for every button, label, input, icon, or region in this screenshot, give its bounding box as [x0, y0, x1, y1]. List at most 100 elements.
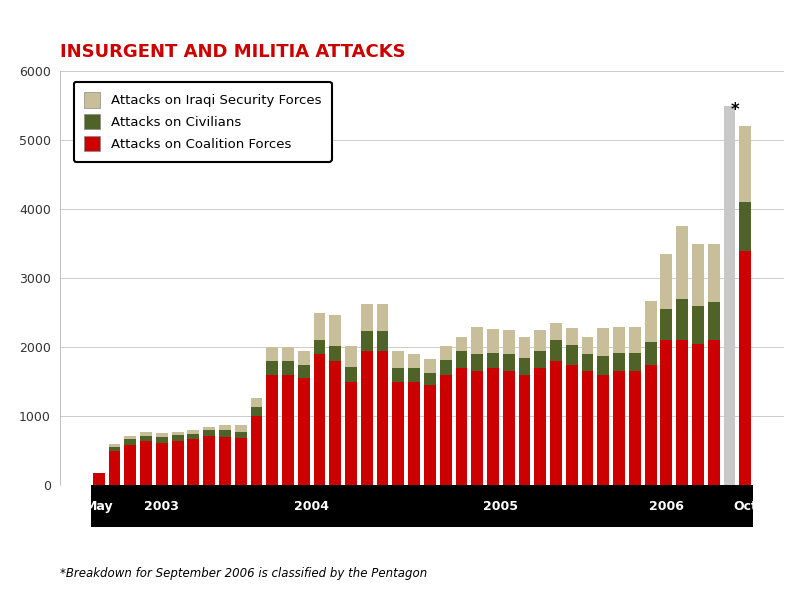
Bar: [298, 378, 310, 485]
Bar: [676, 226, 688, 299]
Bar: [408, 354, 420, 368]
Bar: [661, 309, 672, 340]
Text: 2006: 2006: [649, 500, 684, 513]
Bar: [298, 365, 310, 378]
Bar: [140, 436, 152, 441]
Bar: [645, 301, 657, 342]
Bar: [266, 375, 278, 485]
Bar: [109, 447, 121, 451]
Bar: [377, 304, 389, 332]
Bar: [282, 348, 294, 361]
Bar: [187, 430, 199, 433]
Bar: [393, 382, 404, 485]
Bar: [518, 358, 530, 375]
Bar: [582, 354, 594, 372]
Bar: [613, 372, 625, 485]
Bar: [266, 348, 278, 361]
Bar: [219, 437, 231, 485]
Bar: [739, 126, 751, 202]
Bar: [566, 328, 578, 345]
Bar: [661, 254, 672, 309]
Bar: [440, 375, 451, 485]
Bar: [345, 366, 357, 382]
Bar: [566, 365, 578, 485]
Bar: [629, 353, 641, 372]
Bar: [282, 361, 294, 375]
Text: *: *: [731, 101, 740, 120]
Bar: [629, 372, 641, 485]
Bar: [440, 360, 451, 375]
Bar: [330, 346, 342, 361]
Bar: [692, 306, 704, 344]
Bar: [187, 439, 199, 485]
Bar: [739, 250, 751, 485]
Bar: [598, 375, 610, 485]
Bar: [282, 375, 294, 485]
Bar: [172, 440, 183, 485]
Bar: [471, 327, 483, 354]
Bar: [393, 368, 404, 382]
Bar: [406, 485, 595, 527]
Bar: [550, 323, 562, 340]
Bar: [156, 437, 168, 443]
Bar: [534, 368, 546, 485]
Bar: [408, 368, 420, 382]
Bar: [738, 485, 753, 527]
Bar: [440, 346, 451, 360]
Bar: [582, 372, 594, 485]
Bar: [345, 382, 357, 485]
Bar: [109, 451, 121, 485]
Bar: [502, 330, 514, 354]
Bar: [203, 430, 215, 436]
Bar: [471, 372, 483, 485]
Bar: [156, 433, 168, 437]
Bar: [676, 299, 688, 340]
Bar: [455, 337, 467, 350]
Text: *Breakdown for September 2006 is classified by the Pentagon: *Breakdown for September 2006 is classif…: [60, 567, 427, 580]
Bar: [361, 332, 373, 350]
Text: 2004: 2004: [294, 500, 329, 513]
Text: Oct: Oct: [734, 500, 757, 513]
Bar: [250, 407, 262, 416]
Bar: [393, 350, 404, 368]
Legend: Attacks on Iraqi Security Forces, Attacks on Civilians, Attacks on Coalition For: Attacks on Iraqi Security Forces, Attack…: [74, 82, 332, 162]
Bar: [266, 361, 278, 375]
Bar: [613, 353, 625, 372]
Bar: [345, 346, 357, 366]
Bar: [250, 398, 262, 407]
Bar: [172, 435, 183, 440]
Bar: [361, 304, 373, 332]
Bar: [502, 354, 514, 372]
Bar: [424, 385, 436, 485]
Bar: [487, 329, 499, 353]
Bar: [534, 350, 546, 368]
Bar: [187, 433, 199, 439]
Bar: [106, 485, 217, 527]
Bar: [93, 474, 105, 485]
Bar: [424, 359, 436, 373]
Bar: [723, 105, 735, 485]
Bar: [518, 337, 530, 358]
Bar: [424, 373, 436, 385]
Bar: [408, 382, 420, 485]
Bar: [598, 356, 610, 375]
Bar: [550, 340, 562, 361]
Bar: [250, 416, 262, 485]
Bar: [219, 430, 231, 437]
Bar: [676, 340, 688, 485]
Bar: [645, 342, 657, 365]
Bar: [314, 354, 326, 485]
Bar: [234, 439, 246, 485]
Bar: [125, 436, 136, 439]
Bar: [566, 345, 578, 365]
Bar: [219, 424, 231, 430]
Bar: [739, 202, 751, 250]
Text: May: May: [85, 500, 113, 513]
Bar: [156, 443, 168, 485]
Bar: [361, 350, 373, 485]
Bar: [298, 350, 310, 365]
Bar: [455, 350, 467, 368]
Bar: [172, 432, 183, 435]
Bar: [550, 361, 562, 485]
Bar: [314, 340, 326, 354]
